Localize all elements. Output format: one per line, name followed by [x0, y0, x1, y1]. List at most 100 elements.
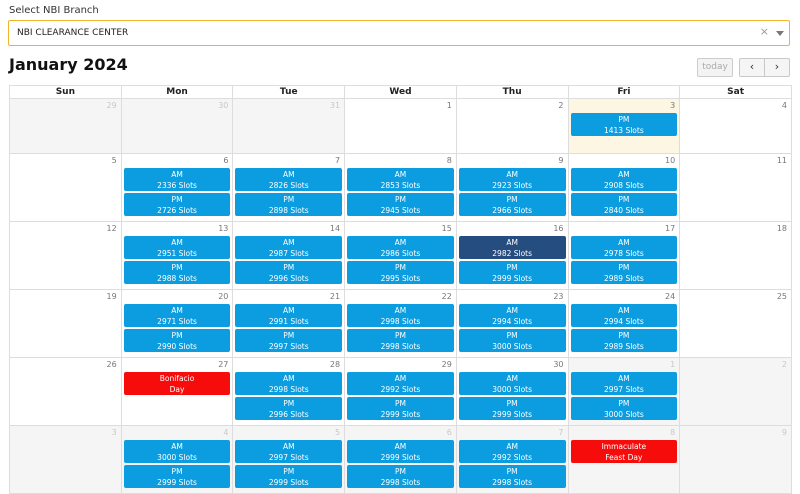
day-number[interactable]: 2 — [558, 101, 564, 110]
day-cell[interactable]: 7 AM 2992 Slots PM 2998 Slots — [455, 425, 569, 494]
day-number[interactable]: 21 — [329, 292, 341, 301]
slot-event[interactable]: PM 2898 Slots — [235, 193, 343, 216]
holiday-event[interactable]: Bonifacio Day — [123, 372, 231, 395]
day-cell[interactable]: 2 — [679, 357, 792, 426]
day-number[interactable]: 30 — [553, 360, 564, 369]
day-cell[interactable]: 11 — [679, 153, 792, 222]
slot-event[interactable]: PM 2995 Slots — [347, 261, 454, 284]
slot-event[interactable]: AM 2971 Slots — [123, 304, 231, 327]
day-cell[interactable]: 2 — [455, 98, 569, 154]
day-number[interactable]: 31 — [329, 101, 341, 110]
day-cell[interactable]: 5 AM 2997 Slots PM 2999 Slots — [232, 425, 346, 494]
slot-event[interactable]: AM 2987 Slots — [235, 236, 343, 259]
slot-event[interactable]: AM 2998 Slots — [347, 304, 454, 327]
slot-event[interactable]: AM 3000 Slots — [458, 372, 566, 395]
slot-event[interactable]: PM 2989 Slots — [570, 261, 678, 284]
slot-event[interactable]: PM 1413 Slots — [570, 113, 678, 136]
day-cell[interactable]: 1 AM 2997 Slots PM 3000 Slots — [567, 357, 681, 426]
day-number[interactable]: 6 — [223, 156, 229, 165]
day-number[interactable]: 2 — [781, 360, 787, 369]
day-cell[interactable]: 3 — [9, 425, 122, 494]
next-month-button[interactable]: › — [764, 58, 790, 77]
day-number[interactable]: 7 — [558, 428, 564, 437]
slot-event[interactable]: AM 2994 Slots — [458, 304, 566, 327]
slot-event[interactable]: AM 2982 Slots — [458, 236, 566, 259]
slot-event[interactable]: AM 2997 Slots — [570, 372, 678, 395]
slot-event[interactable]: PM 2990 Slots — [123, 329, 231, 352]
slot-event[interactable]: PM 2966 Slots — [458, 193, 566, 216]
day-number[interactable]: 23 — [553, 292, 564, 301]
day-cell[interactable]: 10 AM 2908 Slots PM 2840 Slots — [567, 153, 681, 222]
day-number[interactable]: 6 — [446, 428, 452, 437]
slot-event[interactable]: PM 2999 Slots — [123, 465, 231, 488]
day-number[interactable]: 13 — [218, 224, 229, 233]
day-number[interactable]: 19 — [106, 292, 117, 301]
day-number[interactable]: 12 — [106, 224, 117, 233]
day-number[interactable]: 20 — [218, 292, 229, 301]
day-number[interactable]: 29 — [106, 101, 117, 110]
day-number[interactable]: 14 — [329, 224, 341, 233]
slot-event[interactable]: PM 2999 Slots — [458, 261, 566, 284]
day-number[interactable]: 28 — [329, 360, 341, 369]
day-number[interactable]: 5 — [111, 156, 117, 165]
day-number[interactable]: 3 — [670, 101, 676, 110]
day-number[interactable]: 10 — [665, 156, 676, 165]
slot-event[interactable]: AM 3000 Slots — [123, 440, 231, 463]
day-number[interactable]: 26 — [106, 360, 117, 369]
slot-event[interactable]: AM 2994 Slots — [570, 304, 678, 327]
slot-event[interactable]: AM 2951 Slots — [123, 236, 231, 259]
day-number[interactable]: 9 — [781, 428, 787, 437]
day-cell[interactable]: 13 AM 2951 Slots PM 2988 Slots — [120, 221, 234, 290]
day-cell[interactable]: 27 Bonifacio Day — [120, 357, 234, 426]
slot-event[interactable]: PM 2999 Slots — [235, 465, 343, 488]
day-cell[interactable]: 20 AM 2971 Slots PM 2990 Slots — [120, 289, 234, 358]
branch-select[interactable]: NBI CLEARANCE CENTER × — [8, 20, 790, 46]
day-number[interactable]: 30 — [218, 101, 229, 110]
slot-event[interactable]: PM 2989 Slots — [570, 329, 678, 352]
day-cell[interactable]: 4 AM 3000 Slots PM 2999 Slots — [120, 425, 234, 494]
slot-event[interactable]: AM 2998 Slots — [235, 372, 343, 395]
day-number[interactable]: 29 — [441, 360, 452, 369]
slot-event[interactable]: PM 3000 Slots — [570, 397, 678, 420]
day-cell[interactable]: 5 — [9, 153, 122, 222]
slot-event[interactable]: AM 2826 Slots — [235, 168, 343, 191]
day-number[interactable]: 1 — [670, 360, 676, 369]
slot-event[interactable]: PM 2999 Slots — [347, 397, 454, 420]
prev-month-button[interactable]: ‹ — [739, 58, 765, 77]
day-cell[interactable]: 16 AM 2982 Slots PM 2999 Slots — [455, 221, 569, 290]
day-cell[interactable]: 28 AM 2998 Slots PM 2996 Slots — [232, 357, 346, 426]
day-cell[interactable]: 15 AM 2986 Slots PM 2995 Slots — [344, 221, 457, 290]
day-number[interactable]: 4 — [781, 101, 787, 110]
day-number[interactable]: 8 — [670, 428, 676, 437]
day-cell[interactable]: 7 AM 2826 Slots PM 2898 Slots — [232, 153, 346, 222]
day-number[interactable]: 4 — [223, 428, 229, 437]
slot-event[interactable]: PM 2998 Slots — [458, 465, 566, 488]
day-number[interactable]: 24 — [665, 292, 676, 301]
slot-event[interactable]: AM 2978 Slots — [570, 236, 678, 259]
day-number[interactable]: 25 — [776, 292, 787, 301]
day-number[interactable]: 11 — [776, 156, 787, 165]
day-cell[interactable]: 19 — [9, 289, 122, 358]
day-cell[interactable]: 29 — [9, 98, 122, 154]
day-number[interactable]: 3 — [111, 428, 117, 437]
day-number[interactable]: 15 — [441, 224, 452, 233]
slot-event[interactable]: PM 2998 Slots — [347, 329, 454, 352]
day-cell[interactable]: 30 — [120, 98, 234, 154]
slot-event[interactable]: PM 2988 Slots — [123, 261, 231, 284]
slot-event[interactable]: AM 2923 Slots — [458, 168, 566, 191]
day-number[interactable]: 16 — [553, 224, 564, 233]
slot-event[interactable]: AM 2853 Slots — [347, 168, 454, 191]
slot-event[interactable]: PM 3000 Slots — [458, 329, 566, 352]
day-cell[interactable]: 6 AM 2999 Slots PM 2998 Slots — [344, 425, 457, 494]
day-cell[interactable]: 9 AM 2923 Slots PM 2966 Slots — [455, 153, 569, 222]
day-number[interactable]: 1 — [446, 101, 452, 110]
slot-event[interactable]: AM 2999 Slots — [347, 440, 454, 463]
day-cell[interactable]: 30 AM 3000 Slots PM 2999 Slots — [455, 357, 569, 426]
day-number[interactable]: 5 — [335, 428, 341, 437]
slot-event[interactable]: AM 2986 Slots — [347, 236, 454, 259]
day-cell[interactable]: 3 PM 1413 Slots — [567, 98, 681, 154]
day-cell[interactable]: 26 — [9, 357, 122, 426]
day-cell[interactable]: 18 — [679, 221, 792, 290]
slot-event[interactable]: PM 2840 Slots — [570, 193, 678, 216]
slot-event[interactable]: AM 2336 Slots — [123, 168, 231, 191]
